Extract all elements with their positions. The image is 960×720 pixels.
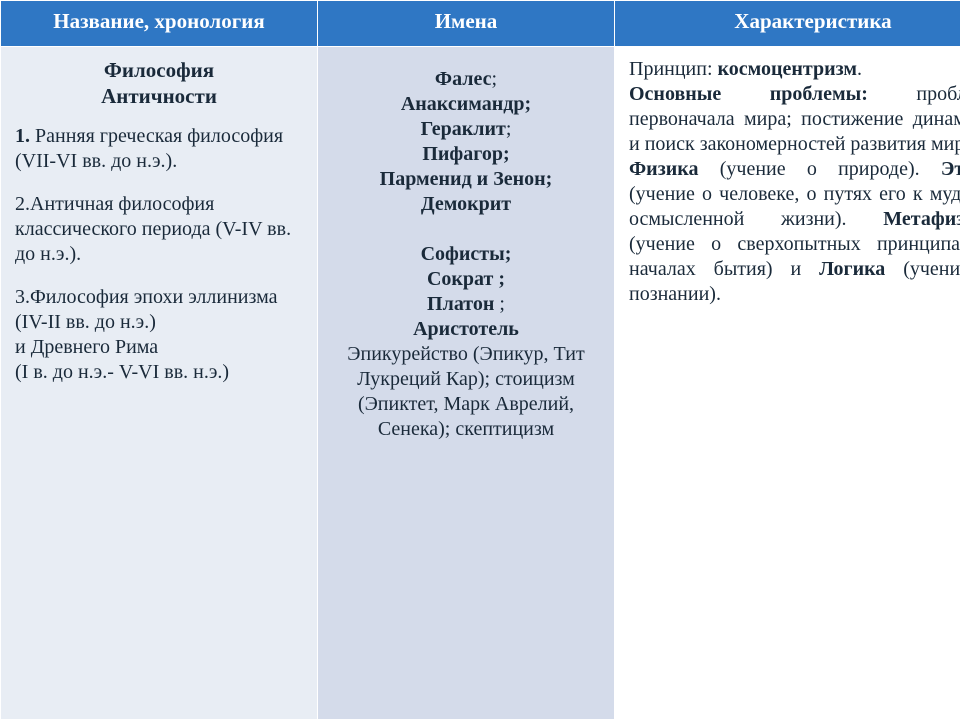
period-1-text: Ранняя греческая философия (VII-VI вв. д…: [15, 125, 283, 172]
philosophy-table: Название, хронология Имена Характеристик…: [0, 0, 960, 720]
period-2-text: 2.Античная философия классического перио…: [15, 193, 291, 265]
char-b5: Метафизика: [883, 208, 960, 230]
char-b3: Физика: [629, 158, 698, 180]
cell-characteristic: Принцип: космоцентризм. Основные проблем…: [615, 47, 960, 720]
char-b6: Логика: [819, 258, 885, 280]
period-3-a: 3.Философия эпохи эллинизма: [15, 286, 278, 308]
title-line1: Философия: [104, 58, 214, 82]
name-sophists: Софисты;: [421, 243, 512, 265]
cell-chronology: Философия Античности 1. Ранняя греческая…: [1, 47, 318, 720]
char-b1: космоцентризм: [718, 58, 858, 80]
cell-names: Фалес; Анаксимандр; Гераклит; Пифагор; П…: [318, 47, 615, 720]
period-1: 1. Ранняя греческая философия (VII-VI вв…: [15, 124, 303, 174]
sep3: ;: [494, 293, 505, 315]
period-3-c: и Древнего Рима: [15, 336, 158, 358]
char-b2: Основные проблемы:: [629, 83, 868, 105]
char-t3: (учение о природе).: [698, 158, 940, 180]
header-col3: Характеристика: [615, 1, 960, 47]
name-plato: Платон: [427, 293, 494, 315]
names-tail: Эпикурейство (Эпикур, Тит Лукреций Кар);…: [347, 343, 584, 440]
name-parmenides-zeno: Парменид и Зенон;: [380, 168, 553, 190]
char-b4: Этика: [941, 158, 960, 180]
header-col2: Имена: [318, 1, 615, 47]
title-line2: Античности: [101, 84, 217, 108]
period-3: 3.Философия эпохи эллинизма (IV-II вв. д…: [15, 285, 303, 385]
name-democritus: Демокрит: [421, 193, 511, 215]
name-socrates: Сократ ;: [427, 268, 505, 290]
char-t1: Принцип:: [629, 58, 718, 80]
period-3-d: (I в. до н.э.- V-VI вв. н.э.): [15, 361, 229, 383]
period-2: 2.Античная философия классического перио…: [15, 192, 303, 267]
header-col1: Название, хронология: [1, 1, 318, 47]
period-1-num: 1.: [15, 125, 30, 147]
header-row: Название, хронология Имена Характеристик…: [1, 1, 960, 47]
name-heraclitus: Гераклит: [421, 118, 506, 140]
name-thales: Фалес: [435, 68, 492, 90]
name-aristotle: Аристотель: [413, 318, 519, 340]
sep2: ;: [506, 118, 512, 140]
content-row: Философия Античности 1. Ранняя греческая…: [1, 47, 960, 720]
sep1: ;: [492, 68, 498, 90]
name-pythagoras: Пифагор;: [422, 143, 509, 165]
period-3-b: (IV-II вв. до н.э.): [15, 311, 156, 333]
char-t1b: .: [857, 58, 862, 80]
chronology-title: Философия Античности: [15, 57, 303, 110]
name-anaximander: Анаксимандр;: [401, 93, 531, 115]
